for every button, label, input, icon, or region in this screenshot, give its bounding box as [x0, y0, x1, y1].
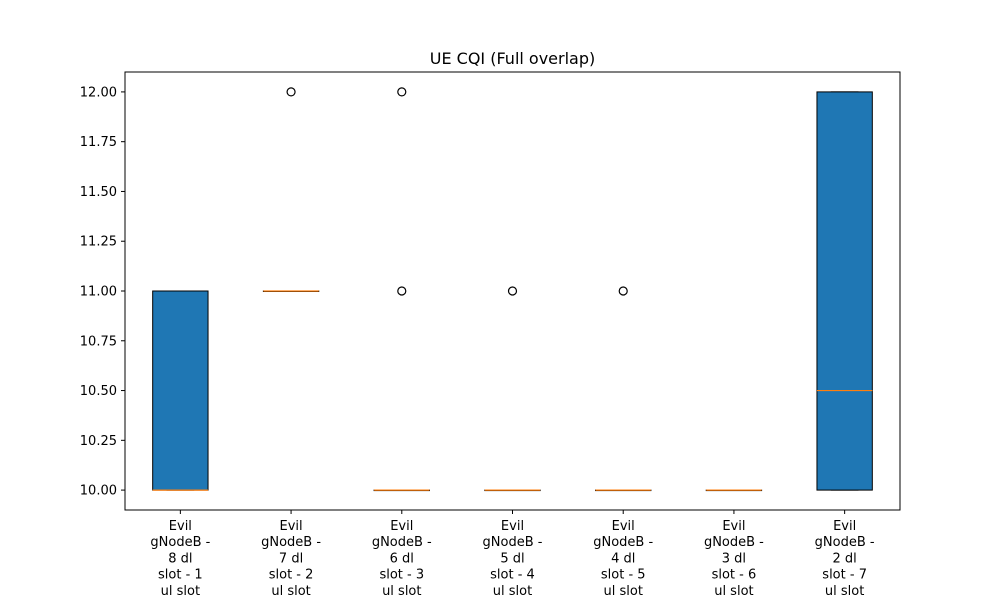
x-tick-label-line: gNodeB -: [150, 535, 210, 550]
x-tick-label-line: gNodeB -: [261, 535, 321, 550]
y-tick-label: 11.50: [80, 185, 117, 200]
x-tick-label-line: slot - 6: [712, 568, 757, 583]
x-tick-label-line: gNodeB -: [483, 535, 543, 550]
x-tick-label-line: gNodeB -: [593, 535, 653, 550]
y-tick-label: 10.50: [80, 384, 117, 399]
x-tick-label: Evil gNodeB -5 dl slot - 4 ul slot: [483, 519, 543, 599]
x-tick-label: Evil gNodeB -4 dl slot - 5 ul slot: [593, 519, 653, 599]
x-tick-label: Evil gNodeB -7 dl slot - 2 ul slot: [261, 519, 321, 599]
x-tick-label-line: 4 dl: [611, 551, 635, 566]
box-7: [816, 91, 873, 491]
box-iqr: [152, 290, 209, 491]
x-tick-label-line: gNodeB -: [815, 535, 875, 550]
x-tick-label: Evil gNodeB -3 dl slot - 6 ul slot: [704, 519, 764, 599]
box-5: [595, 286, 652, 492]
x-tick-label-line: ul slot: [382, 584, 421, 599]
x-tick-label-line: ul slot: [271, 584, 310, 599]
x-tick-label-line: 2 dl: [833, 551, 857, 566]
x-tick-label: Evil gNodeB -2 dl slot - 7 ul slot: [815, 519, 875, 599]
x-tick-label-line: slot - 2: [269, 568, 314, 583]
x-tick-label-line: Evil: [722, 519, 745, 534]
box-4: [484, 286, 541, 492]
x-tick-label-line: Evil: [501, 519, 524, 534]
x-tick-label-line: slot - 3: [379, 568, 424, 583]
chart-title: UE CQI (Full overlap): [430, 49, 596, 68]
x-tick-label: Evil gNodeB -6 dl slot - 3 ul slot: [372, 519, 432, 599]
x-tick-label-line: ul slot: [825, 584, 864, 599]
x-tick-label-line: Evil: [169, 519, 192, 534]
y-tick-label: 10.25: [80, 434, 117, 449]
x-tick-label-line: slot - 1: [158, 568, 203, 583]
x-tick-label-line: Evil: [390, 519, 413, 534]
box-series: [152, 87, 873, 492]
x-tick-label-line: 7 dl: [279, 551, 303, 566]
y-tick-label: 11.75: [80, 135, 117, 150]
x-tick-label-line: ul slot: [714, 584, 753, 599]
x-tick-label-line: Evil: [280, 519, 303, 534]
box-iqr: [816, 91, 873, 491]
x-tick-label-line: ul slot: [604, 584, 643, 599]
y-tick-label: 11.25: [80, 235, 117, 250]
x-tick-label-line: 6 dl: [390, 551, 414, 566]
x-tick-label-line: Evil: [833, 519, 856, 534]
y-tick-label: 10.75: [80, 334, 117, 349]
outlier-point: [618, 286, 628, 296]
x-tick-label-line: gNodeB -: [372, 535, 432, 550]
y-tick-label: 11.00: [80, 285, 117, 300]
x-tick-label-line: 8 dl: [168, 551, 192, 566]
x-tick-label-line: slot - 4: [490, 568, 535, 583]
x-tick-label-line: gNodeB -: [704, 535, 764, 550]
box-1: [152, 290, 209, 491]
x-tick-label: Evil gNodeB -8 dl slot - 1 ul slot: [150, 519, 210, 599]
outlier-point: [397, 87, 407, 97]
box-3: [373, 87, 430, 492]
outlier-point: [397, 286, 407, 296]
x-tick-label-line: ul slot: [493, 584, 532, 599]
x-tick-label-line: ul slot: [161, 584, 200, 599]
outlier-point: [286, 87, 296, 97]
outlier-point: [507, 286, 518, 296]
y-tick-label: 12.00: [80, 85, 117, 100]
box-6: [705, 489, 763, 492]
x-tick-label-line: slot - 5: [601, 568, 646, 583]
box-2: [262, 87, 320, 292]
x-tick-label-line: slot - 7: [822, 568, 867, 583]
x-tick-label-line: Evil: [612, 519, 635, 534]
x-tick-label-line: 5 dl: [500, 551, 524, 566]
x-tick-label-line: 3 dl: [722, 551, 746, 566]
y-tick-label: 10.00: [80, 484, 117, 499]
y-axis: 10.00 10.25 10.50 10.75 11.00 11.25 11.50 11.75…: [80, 85, 125, 499]
